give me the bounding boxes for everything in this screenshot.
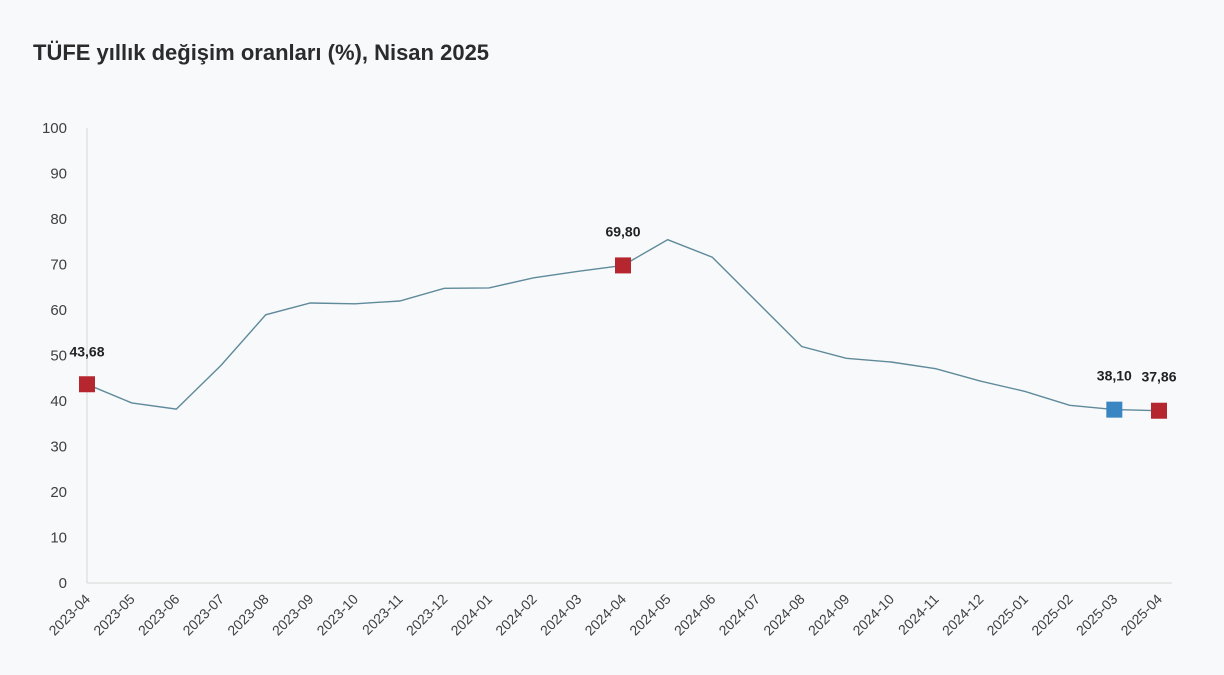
x-tick-label: 2023-07 (179, 591, 227, 639)
x-tick-label: 2025-01 (983, 591, 1031, 639)
y-tick-label: 80 (50, 211, 67, 228)
y-tick-label: 40 (50, 393, 67, 410)
data-point-marker (1106, 401, 1123, 418)
y-tick-label: 60 (50, 302, 67, 319)
data-label: 43,68 (69, 343, 104, 359)
x-tick-label: 2025-03 (1073, 591, 1121, 639)
x-tick-label: 2023-04 (45, 591, 93, 639)
x-tick-label: 2024-10 (849, 591, 897, 639)
y-tick-label: 70 (50, 257, 67, 274)
x-tick-label: 2024-06 (671, 591, 719, 639)
x-tick-label: 2024-11 (895, 591, 942, 638)
data-label: 37,86 (1141, 369, 1176, 385)
data-label: 69,80 (605, 223, 640, 239)
y-tick-label: 50 (50, 348, 67, 365)
y-tick-label: 100 (42, 120, 67, 137)
x-tick-label: 2025-04 (1117, 591, 1165, 639)
y-tick-label: 10 (50, 530, 67, 547)
x-tick-label: 2023-10 (313, 591, 361, 639)
x-tick-label: 2023-05 (90, 591, 138, 639)
data-point-marker (615, 257, 631, 274)
x-tick-label: 2024-08 (760, 591, 808, 639)
y-tick-label: 0 (59, 575, 67, 592)
data-label: 38,10 (1097, 368, 1132, 384)
x-tick-label: 2024-07 (715, 591, 763, 639)
x-tick-label: 2023-08 (224, 591, 272, 639)
x-tick-label: 2024-03 (537, 591, 585, 639)
x-tick-label: 2023-11 (359, 591, 406, 638)
y-tick-label: 20 (50, 484, 67, 501)
data-point-marker (79, 376, 95, 393)
x-tick-label: 2023-12 (403, 591, 451, 639)
x-tick-label: 2024-12 (939, 591, 987, 639)
x-tick-label: 2024-09 (805, 591, 853, 639)
data-point-marker (1151, 402, 1167, 419)
x-tick-label: 2024-01 (447, 591, 495, 639)
x-tick-label: 2023-06 (135, 591, 183, 639)
chart-title: TÜFE yıllık değişim oranları (%), Nisan … (33, 40, 490, 65)
y-tick-label: 30 (50, 439, 67, 456)
x-tick-label: 2024-05 (626, 591, 674, 639)
x-tick-label: 2025-02 (1028, 591, 1076, 639)
x-tick-label: 2023-09 (269, 591, 317, 639)
y-tick-label: 90 (50, 166, 67, 183)
x-tick-label: 2024-04 (581, 591, 629, 639)
x-tick-label: 2024-02 (492, 591, 540, 639)
